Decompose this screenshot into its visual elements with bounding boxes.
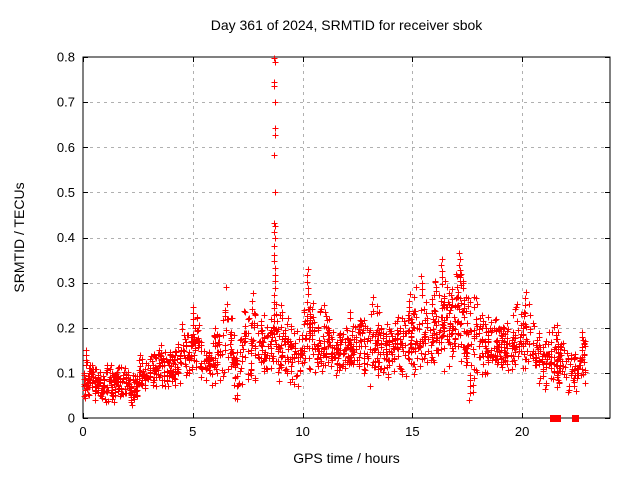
y-tick-labels: 0 0.1 0.2 0.3 0.4 0.5 0.6 0.7 0.8 (57, 50, 75, 426)
data-points-path (81, 55, 589, 409)
x-tick-labels: 0 5 10 15 20 (79, 424, 529, 439)
y-tick-label: 0.5 (57, 185, 75, 200)
y-tick-label: 0.3 (57, 275, 75, 290)
zero-value-marker (554, 415, 561, 422)
chart-title: Day 361 of 2024, SRMTID for receiver sbo… (211, 17, 484, 33)
scatter-points (81, 55, 589, 409)
x-axis-label: GPS time / hours (293, 450, 400, 466)
y-tick-label: 0 (68, 411, 75, 426)
y-tick-label: 0.2 (57, 320, 75, 335)
y-tick-label: 0.4 (57, 230, 75, 245)
plot-border (82, 56, 611, 419)
zero-value-marker (572, 415, 579, 422)
x-tick-label: 0 (79, 424, 86, 439)
x-tick-label: 20 (515, 424, 529, 439)
x-tick-label: 15 (405, 424, 419, 439)
y-tick-label: 0.1 (57, 365, 75, 380)
y-tick-label: 0.8 (57, 50, 75, 65)
y-tick-label: 0.7 (57, 95, 75, 110)
zero-markers (550, 415, 579, 422)
x-tick-label: 5 (189, 424, 196, 439)
x-tick-label: 10 (295, 424, 309, 439)
y-axis-label: SRMTID / TECUs (11, 182, 27, 292)
y-tick-label: 0.6 (57, 140, 75, 155)
zero-value-marker (550, 415, 557, 422)
